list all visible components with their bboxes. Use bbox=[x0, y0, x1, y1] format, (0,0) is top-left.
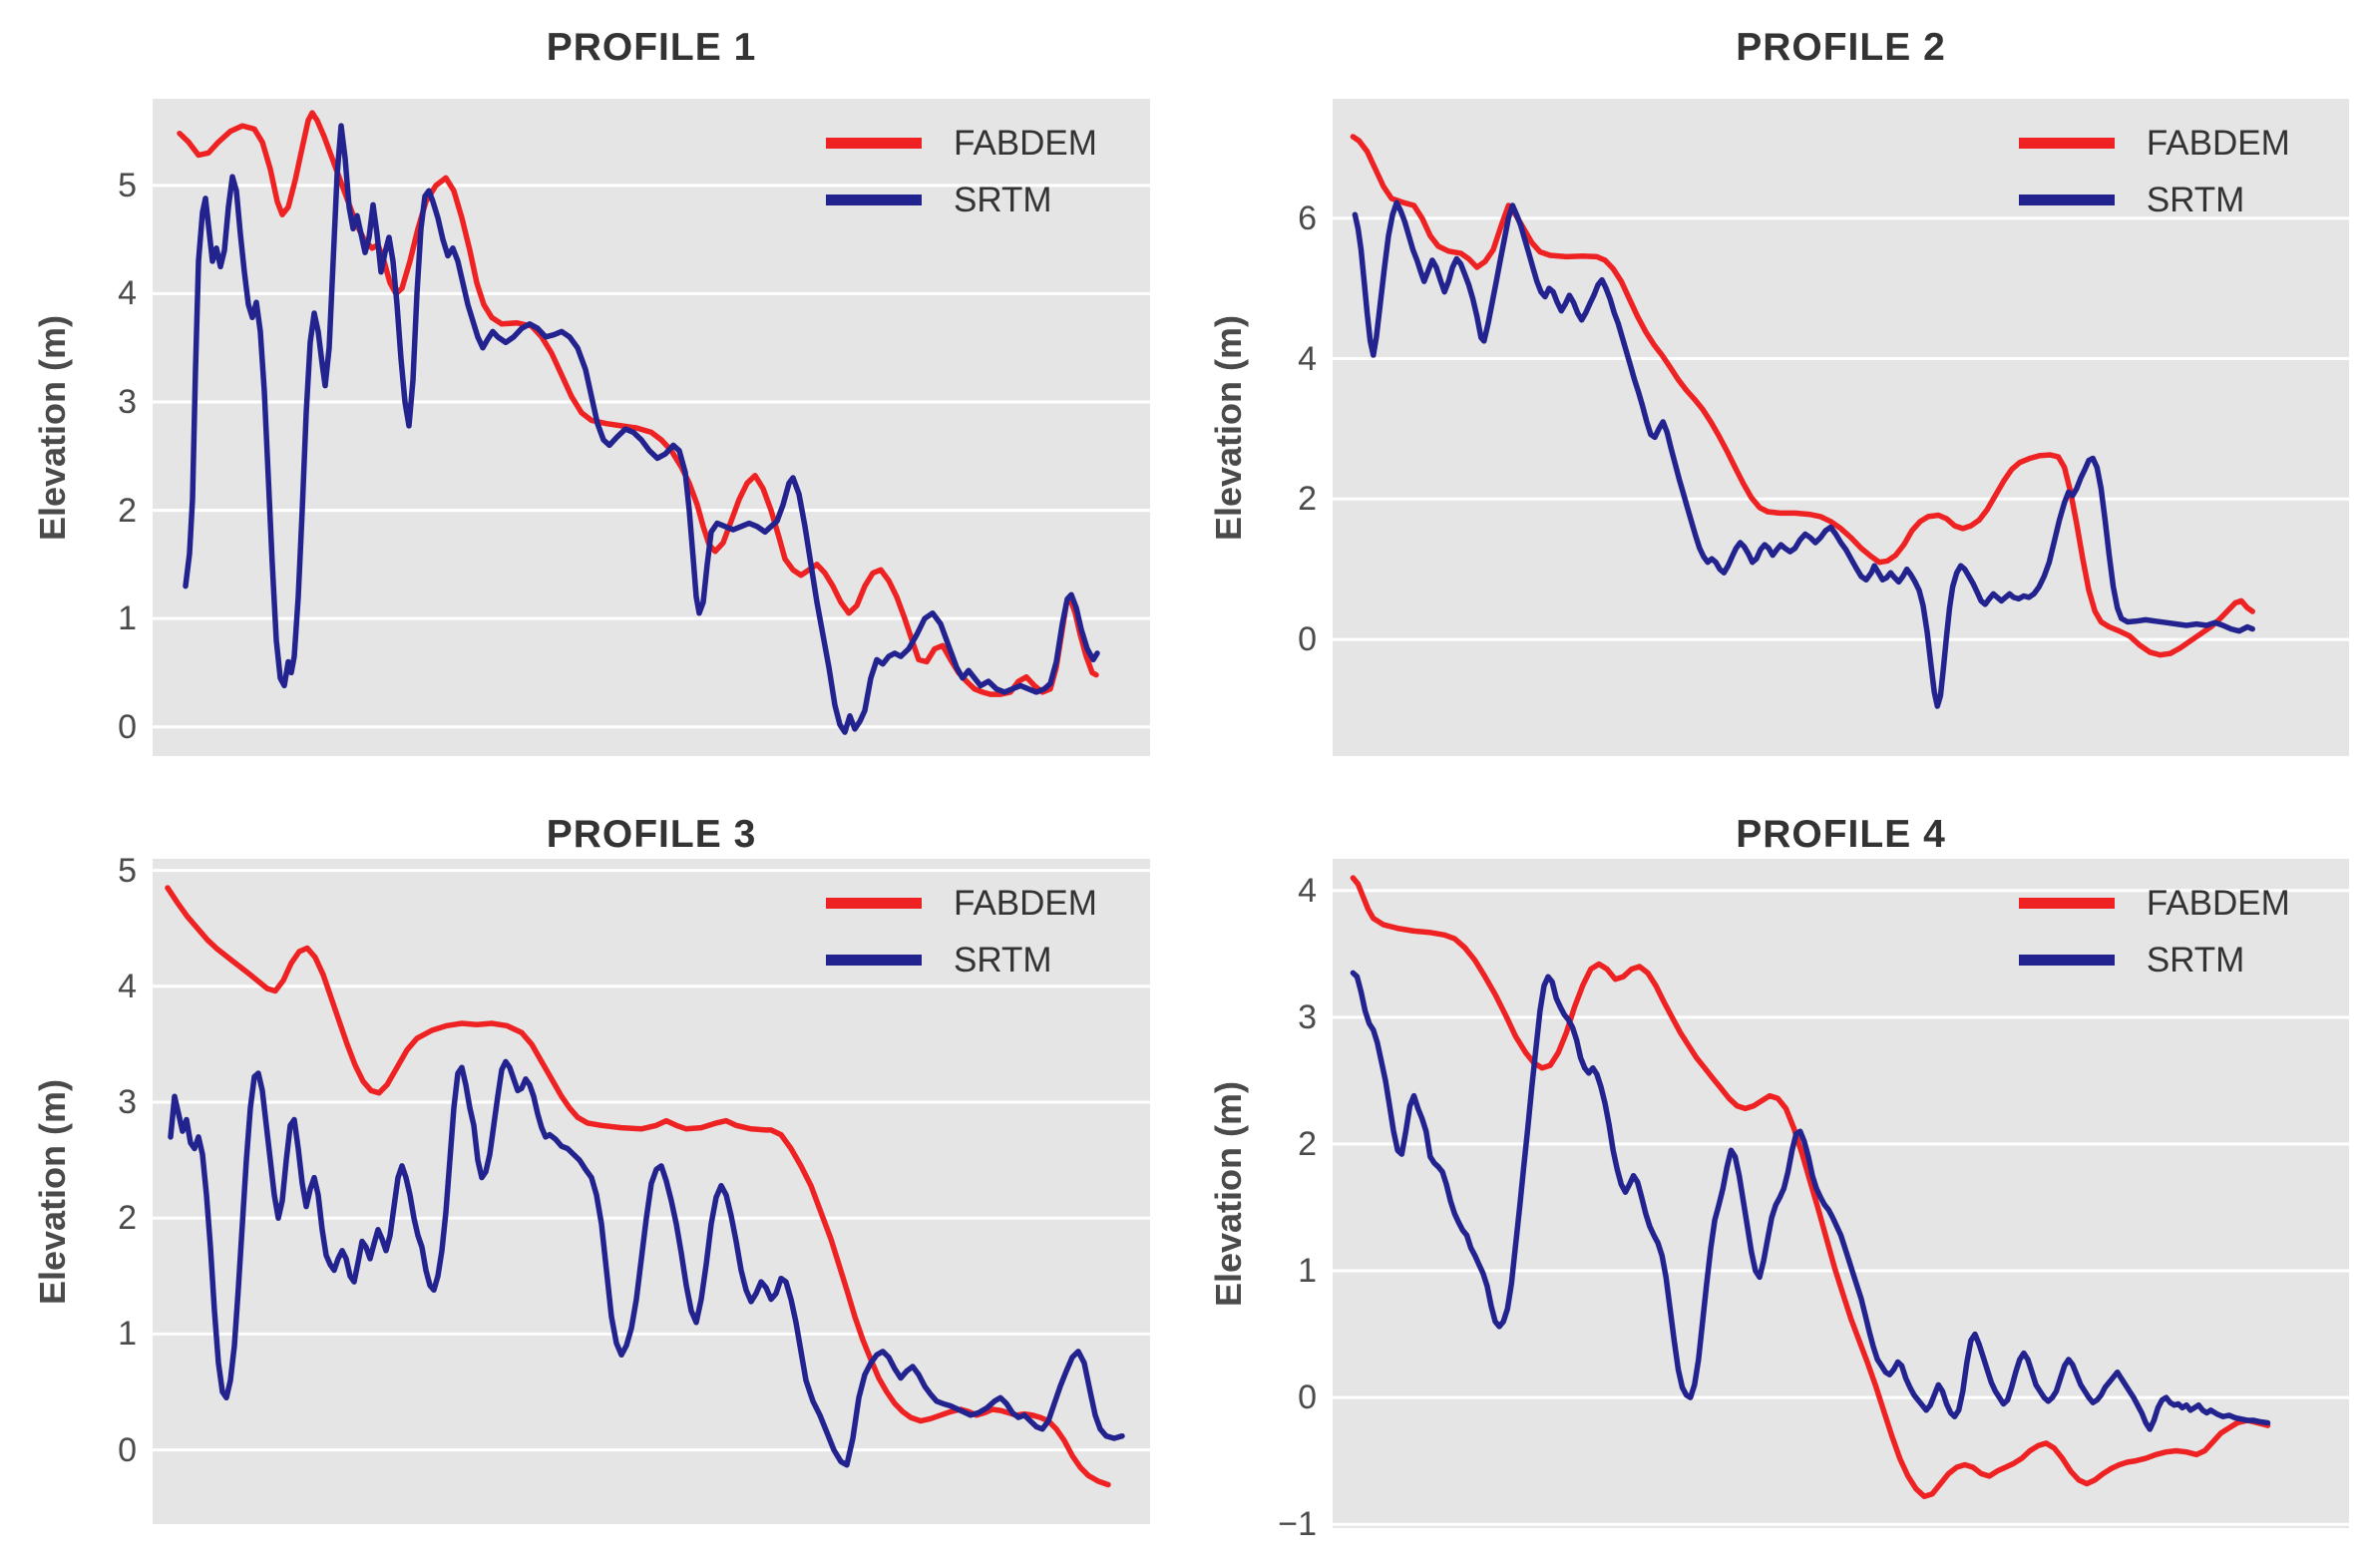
plot-area: FABDEM SRTM bbox=[153, 859, 1150, 1524]
y-tick-label: 3 bbox=[1298, 997, 1317, 1036]
fabdem-line-swatch-icon bbox=[2018, 138, 2115, 149]
y-axis-ticks: 5 4 3 2 1 0 bbox=[47, 99, 137, 756]
legend-item-fabdem: FABDEM bbox=[2018, 115, 2290, 172]
y-axis-ticks: 4 3 2 1 0 −1 bbox=[1227, 859, 1317, 1543]
legend-label: SRTM bbox=[954, 180, 1052, 219]
srtm-line-swatch-icon bbox=[2018, 955, 2115, 966]
y-tick-label: 0 bbox=[118, 707, 137, 746]
fabdem-line-swatch-icon bbox=[826, 138, 922, 149]
legend-label: SRTM bbox=[2146, 940, 2245, 980]
legend-label: SRTM bbox=[954, 940, 1052, 980]
y-tick-label: 1 bbox=[1298, 1252, 1317, 1291]
plot-area: FABDEM SRTM bbox=[153, 99, 1150, 756]
legend: FABDEM SRTM bbox=[826, 875, 1097, 988]
srtm-line-swatch-icon bbox=[2018, 195, 2115, 205]
legend-label: FABDEM bbox=[954, 123, 1097, 163]
plot-area: FABDEM SRTM bbox=[1333, 859, 2349, 1528]
legend-item-srtm: SRTM bbox=[2018, 932, 2290, 988]
y-tick-label: 6 bbox=[1298, 198, 1317, 237]
y-tick-label: 4 bbox=[1298, 871, 1317, 910]
y-tick-label: 2 bbox=[1298, 480, 1317, 519]
legend-item-fabdem: FABDEM bbox=[826, 115, 1097, 172]
fabdem-line-swatch-icon bbox=[826, 898, 922, 909]
srtm-line bbox=[1350, 970, 2271, 1432]
line-chart bbox=[1333, 875, 2349, 1526]
y-tick-label: 2 bbox=[118, 491, 137, 530]
legend: FABDEM SRTM bbox=[2018, 875, 2290, 988]
fabdem-line-swatch-icon bbox=[2018, 898, 2115, 909]
y-tick-label: 5 bbox=[118, 851, 137, 890]
y-axis-ticks: 5 4 3 2 1 0 bbox=[47, 852, 137, 1524]
page-title: PROFILE 2 bbox=[1736, 26, 1946, 69]
legend-item-fabdem: FABDEM bbox=[826, 875, 1097, 932]
page-title: PROFILE 3 bbox=[546, 813, 757, 856]
legend-item-srtm: SRTM bbox=[826, 932, 1097, 988]
legend-label: FABDEM bbox=[2146, 883, 2290, 923]
fabdem-line bbox=[1350, 134, 2255, 658]
y-tick-label: 0 bbox=[118, 1430, 137, 1469]
plot-area: FABDEM SRTM bbox=[1333, 99, 2349, 756]
y-axis-ticks: 6 4 2 0 bbox=[1227, 99, 1317, 756]
y-tick-label: 2 bbox=[118, 1199, 137, 1238]
page-title: PROFILE 4 bbox=[1736, 813, 1946, 856]
srtm-line bbox=[183, 123, 1100, 735]
y-tick-label: 3 bbox=[118, 382, 137, 421]
legend-item-fabdem: FABDEM bbox=[2018, 875, 2290, 932]
y-tick-label: 1 bbox=[118, 599, 137, 638]
srtm-line-swatch-icon bbox=[826, 955, 922, 966]
y-tick-label: 0 bbox=[1298, 620, 1317, 659]
legend: FABDEM SRTM bbox=[826, 115, 1097, 228]
y-tick-label: 2 bbox=[1298, 1124, 1317, 1163]
y-tick-label: 0 bbox=[1298, 1378, 1317, 1417]
y-tick-label: 3 bbox=[118, 1083, 137, 1122]
profile-4-panel: PROFILE 4 Elevation (m) 4 3 2 1 0 −1 FABDEM S… bbox=[1208, 813, 2349, 1543]
fabdem-line bbox=[1350, 875, 2271, 1499]
line-chart bbox=[153, 110, 1150, 735]
y-tick-label: 1 bbox=[118, 1315, 137, 1354]
legend-label: FABDEM bbox=[954, 883, 1097, 923]
legend: FABDEM SRTM bbox=[2018, 115, 2290, 228]
y-tick-label: 4 bbox=[118, 967, 137, 1005]
y-tick-label: −1 bbox=[1278, 1505, 1317, 1544]
legend-label: FABDEM bbox=[2146, 123, 2290, 163]
y-tick-label: 4 bbox=[1298, 339, 1317, 378]
srtm-line bbox=[1352, 199, 2255, 709]
line-chart bbox=[153, 869, 1150, 1488]
line-chart bbox=[1333, 134, 2349, 709]
legend-label: SRTM bbox=[2146, 180, 2245, 219]
page-title: PROFILE 1 bbox=[546, 26, 757, 69]
srtm-line-swatch-icon bbox=[826, 195, 922, 205]
legend-item-srtm: SRTM bbox=[2018, 172, 2290, 228]
y-tick-label: 5 bbox=[118, 166, 137, 204]
y-tick-label: 4 bbox=[118, 274, 137, 313]
srtm-line bbox=[168, 1058, 1125, 1468]
legend-item-srtm: SRTM bbox=[826, 172, 1097, 228]
